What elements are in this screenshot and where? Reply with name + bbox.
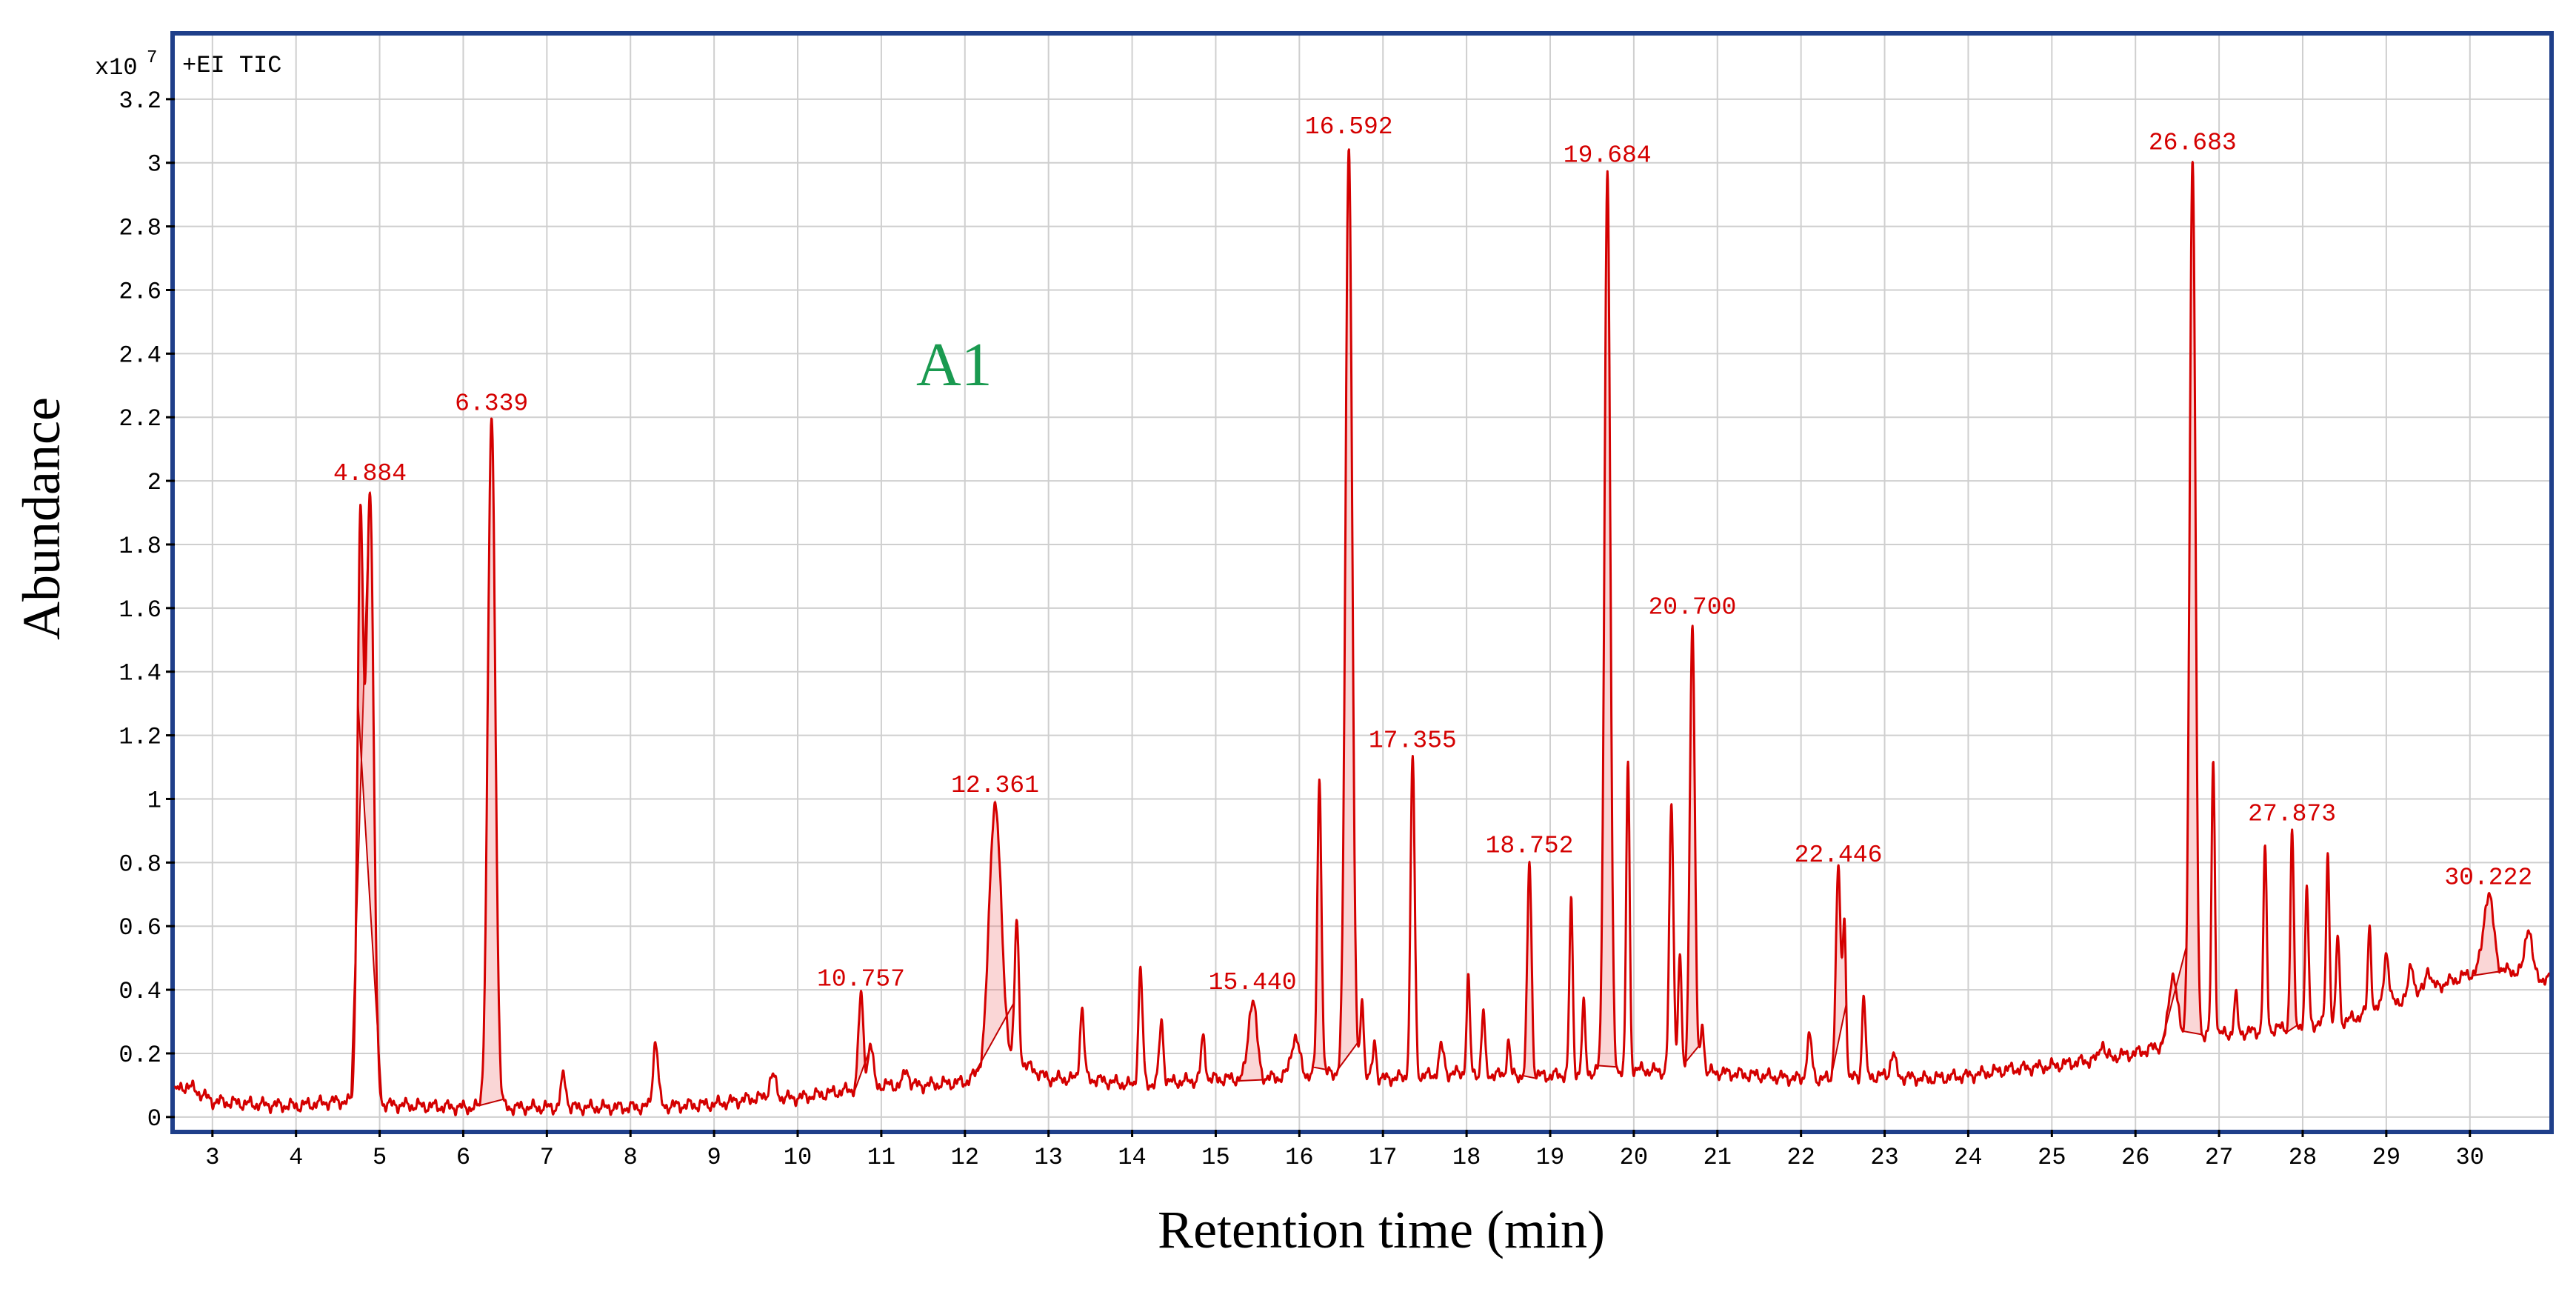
x-tick-label: 7: [540, 1144, 554, 1171]
x-tick-label: 22: [1786, 1144, 1815, 1171]
gridlines: [175, 36, 2549, 1130]
y-tick-label: 2.8: [119, 215, 161, 242]
y-tick-label: 1: [147, 787, 161, 814]
x-tick-label: 29: [2372, 1144, 2400, 1171]
x-tick-label: 10: [784, 1144, 812, 1171]
y-tick-label: 2.6: [119, 278, 161, 305]
y-tick-label: 1.6: [119, 596, 161, 624]
x-tick-label: 19: [1536, 1144, 1564, 1171]
x-tick-label: 23: [1870, 1144, 1898, 1171]
chart-title: +EI TIC: [182, 52, 281, 79]
axis-ticks: 3 4 5 6 7 8 9 10 11 12 13 14 15 16 17 18 19 20 21 22 23 24 25 2…: [119, 87, 2484, 1171]
y-tick-label: 0.4: [119, 978, 161, 1005]
y-tick-label: 1.8: [119, 533, 161, 560]
peak-label: 15.440: [1209, 969, 1297, 996]
y-tick-label: 2: [147, 469, 161, 496]
y-tick-label: 3.2: [119, 87, 161, 115]
tic-trace: [173, 148, 2550, 1116]
y-tick-label: 2.2: [119, 405, 161, 433]
x-tick-label: 6: [456, 1144, 470, 1171]
y-tick-label: 0.8: [119, 850, 161, 878]
peak-label: 10.757: [817, 966, 905, 993]
y-exponent-label: x10: [95, 54, 138, 81]
y-tick-label: 0.6: [119, 914, 161, 942]
x-tick-label: 8: [624, 1144, 638, 1171]
peak-labels: 4.884 6.339 10.757 12.361 15.440 16.592 17.355…: [333, 113, 2532, 996]
x-tick-label: 25: [2038, 1144, 2066, 1171]
x-tick-label: 4: [289, 1144, 303, 1171]
sample-annotation: A1: [916, 330, 992, 399]
x-tick-label: 24: [1954, 1144, 1982, 1171]
x-tick-label: 16: [1285, 1144, 1313, 1171]
x-tick-label: 20: [1620, 1144, 1648, 1171]
peak-label: 27.873: [2248, 800, 2336, 827]
x-tick-label: 27: [2205, 1144, 2233, 1171]
x-tick-label: 13: [1034, 1144, 1062, 1171]
y-tick-label: 3: [147, 151, 161, 179]
x-tick-label: 30: [2456, 1144, 2484, 1171]
x-tick-label: 14: [1118, 1144, 1146, 1171]
y-tick-label: 0.2: [119, 1042, 161, 1069]
y-axis-title: Abundance: [12, 397, 71, 640]
x-tick-label: 15: [1201, 1144, 1229, 1171]
x-tick-label: 26: [2121, 1144, 2149, 1171]
x-tick-label: 21: [1704, 1144, 1732, 1171]
peak-label: 26.683: [2149, 130, 2237, 157]
y-tick-label: 1.2: [119, 724, 161, 751]
x-tick-label: 11: [867, 1144, 895, 1171]
x-tick-label: 5: [373, 1144, 387, 1171]
x-tick-label: 9: [707, 1144, 721, 1171]
x-tick-label: 17: [1369, 1144, 1397, 1171]
x-axis-title: Retention time (min): [1158, 1200, 1605, 1259]
peak-label: 19.684: [1564, 142, 1652, 170]
y-exponent-power: 7: [147, 48, 157, 68]
x-tick-label: 12: [951, 1144, 979, 1171]
peak-label: 20.700: [1648, 593, 1736, 621]
x-tick-label: 3: [205, 1144, 219, 1171]
x-tick-label: 28: [2289, 1144, 2317, 1171]
y-tick-label: 2.4: [119, 342, 161, 369]
x-tick-label: 18: [1452, 1144, 1481, 1171]
peak-label: 30.222: [2444, 864, 2532, 891]
y-tick-label: 0: [147, 1105, 161, 1133]
peak-label: 12.361: [951, 772, 1039, 799]
y-tick-label: 1.4: [119, 660, 161, 687]
plot-frame: [170, 31, 2554, 1134]
peak-label: 4.884: [333, 460, 407, 487]
peak-label: 22.446: [1795, 842, 1883, 869]
peak-label: 17.355: [1369, 727, 1457, 755]
peak-label: 6.339: [455, 390, 528, 418]
peak-label: 18.752: [1486, 832, 1574, 859]
peak-label: 16.592: [1305, 113, 1393, 141]
